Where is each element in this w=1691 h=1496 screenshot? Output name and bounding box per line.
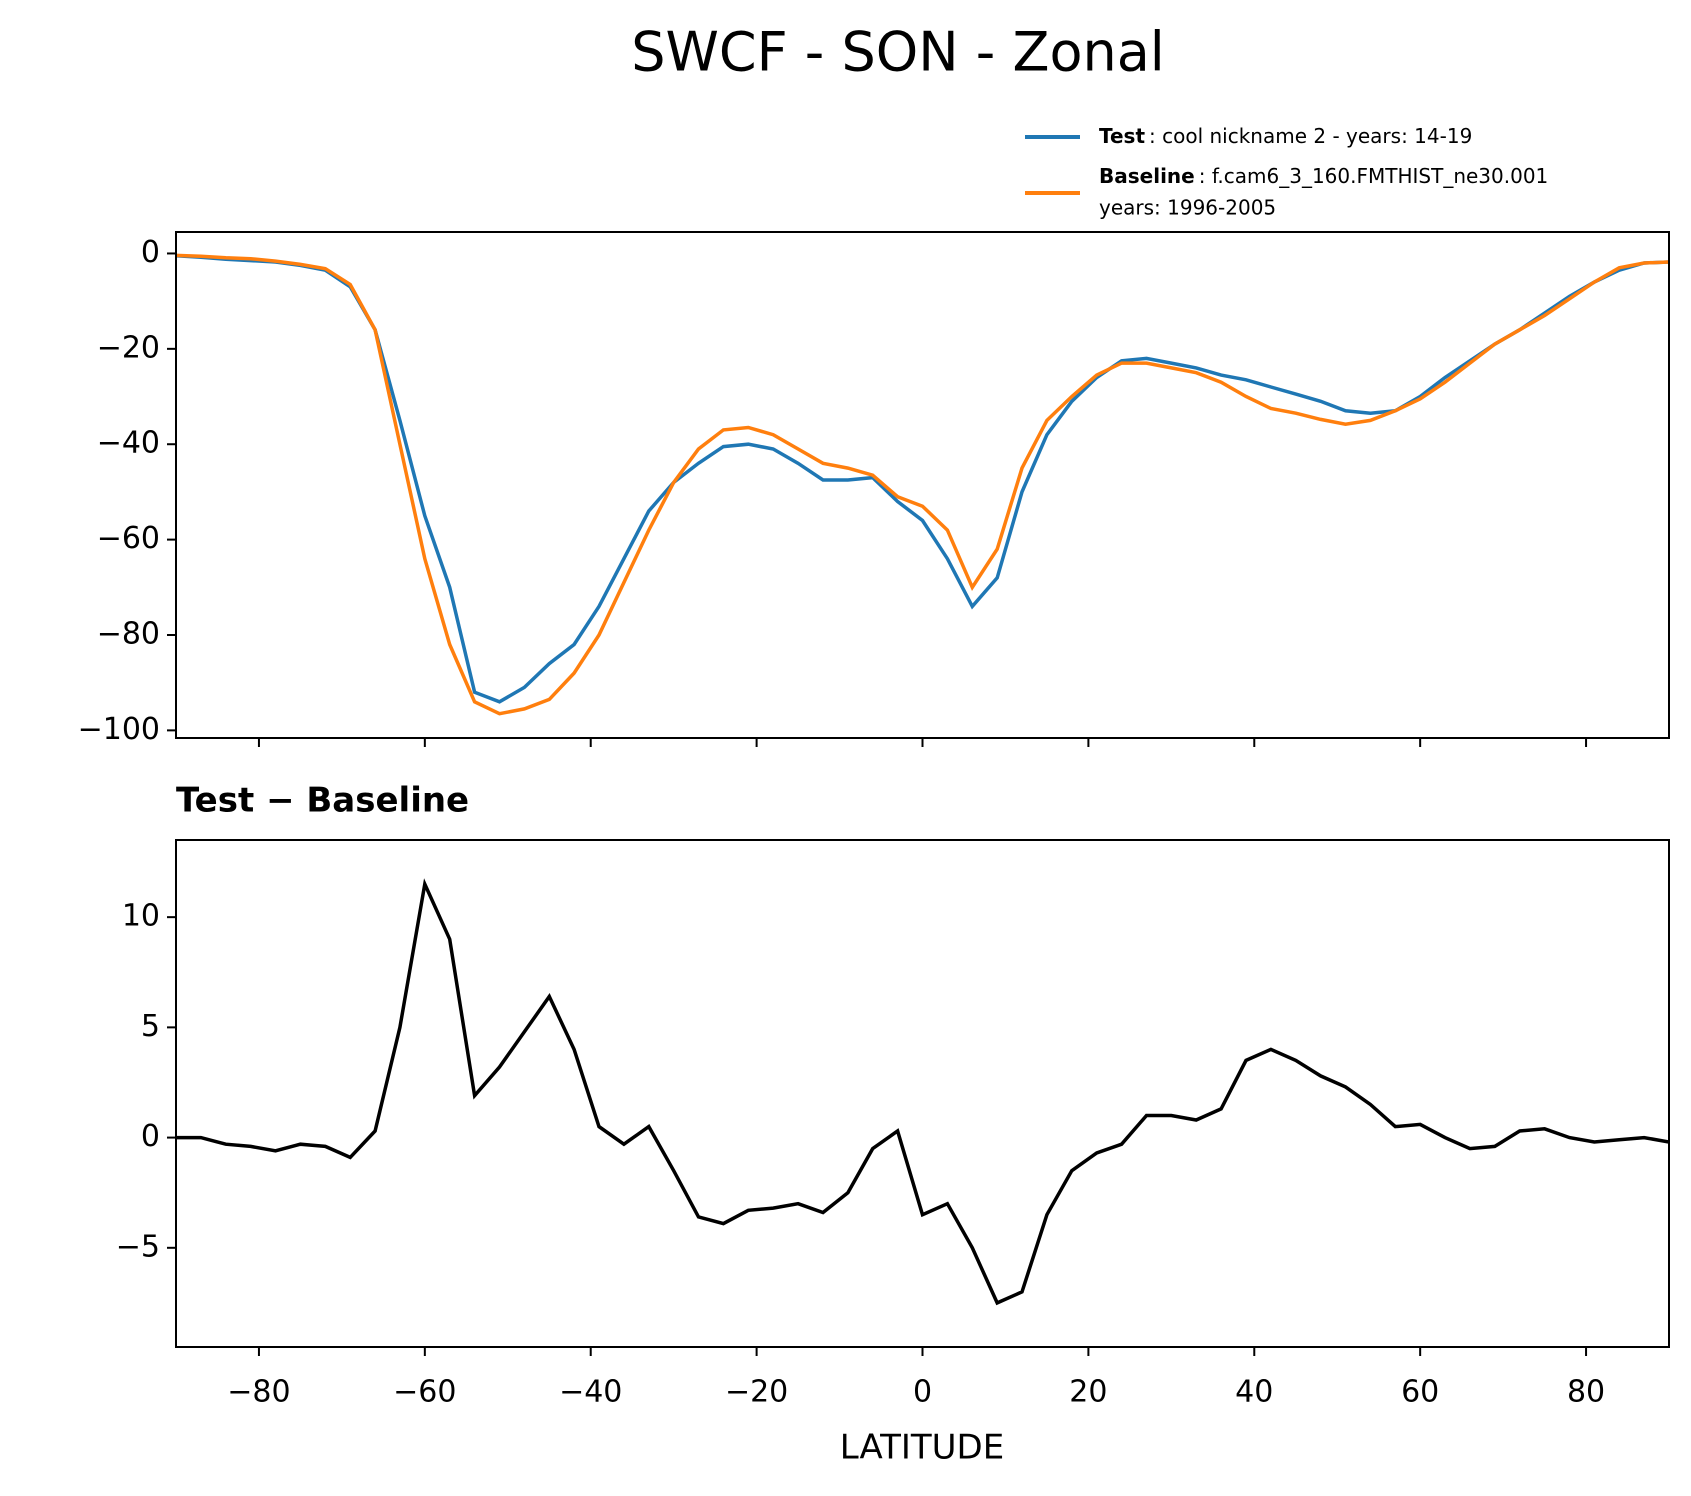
legend-name: Test — [1099, 124, 1145, 148]
y-tick-label: 5 — [141, 1009, 160, 1044]
axes-frame — [175, 231, 1670, 739]
legend-name: Baseline — [1099, 164, 1195, 188]
y-tick-label: 10 — [122, 899, 160, 934]
x-tick-label: 0 — [913, 1375, 932, 1410]
legend-label: years: 1996-2005 — [1099, 196, 1276, 220]
x-tick-label: 40 — [1235, 1375, 1273, 1410]
x-tick-label: −40 — [559, 1375, 622, 1410]
y-tick-label: −80 — [97, 616, 160, 651]
legend-label: Test: cool nickname 2 - years: 14-19 — [1099, 124, 1472, 148]
x-tick-label: −60 — [393, 1375, 456, 1410]
data-line — [176, 254, 1669, 704]
x-axis-label: LATITUDE — [840, 1428, 1004, 1468]
y-tick-label: −5 — [116, 1229, 160, 1264]
subplot-title: Test − Baseline — [176, 781, 469, 821]
y-tick-label: −60 — [97, 521, 160, 556]
x-tick-label: 60 — [1401, 1375, 1439, 1410]
data-line — [176, 253, 1669, 716]
x-tick-label: −80 — [227, 1375, 290, 1410]
legend-text: : cool nickname 2 - years: 14-19 — [1149, 124, 1472, 148]
y-tick-label: −20 — [97, 330, 160, 365]
y-tick-label: 0 — [141, 235, 160, 270]
axes-frame — [175, 839, 1670, 1348]
y-tick-label: −100 — [78, 712, 160, 747]
y-tick-label: 0 — [141, 1119, 160, 1154]
chart-title: SWCF - SON - Zonal — [631, 21, 1165, 84]
legend-text: : f.cam6_3_160.FMTHIST_ne30.001 — [1199, 164, 1549, 188]
data-line — [176, 878, 1669, 1306]
x-tick-label: 20 — [1069, 1375, 1107, 1410]
legend-label: Baseline: f.cam6_3_160.FMTHIST_ne30.001 — [1099, 164, 1548, 188]
x-tick-label: −20 — [725, 1375, 788, 1410]
y-tick-label: −40 — [97, 426, 160, 461]
x-tick-label: 80 — [1567, 1375, 1605, 1410]
